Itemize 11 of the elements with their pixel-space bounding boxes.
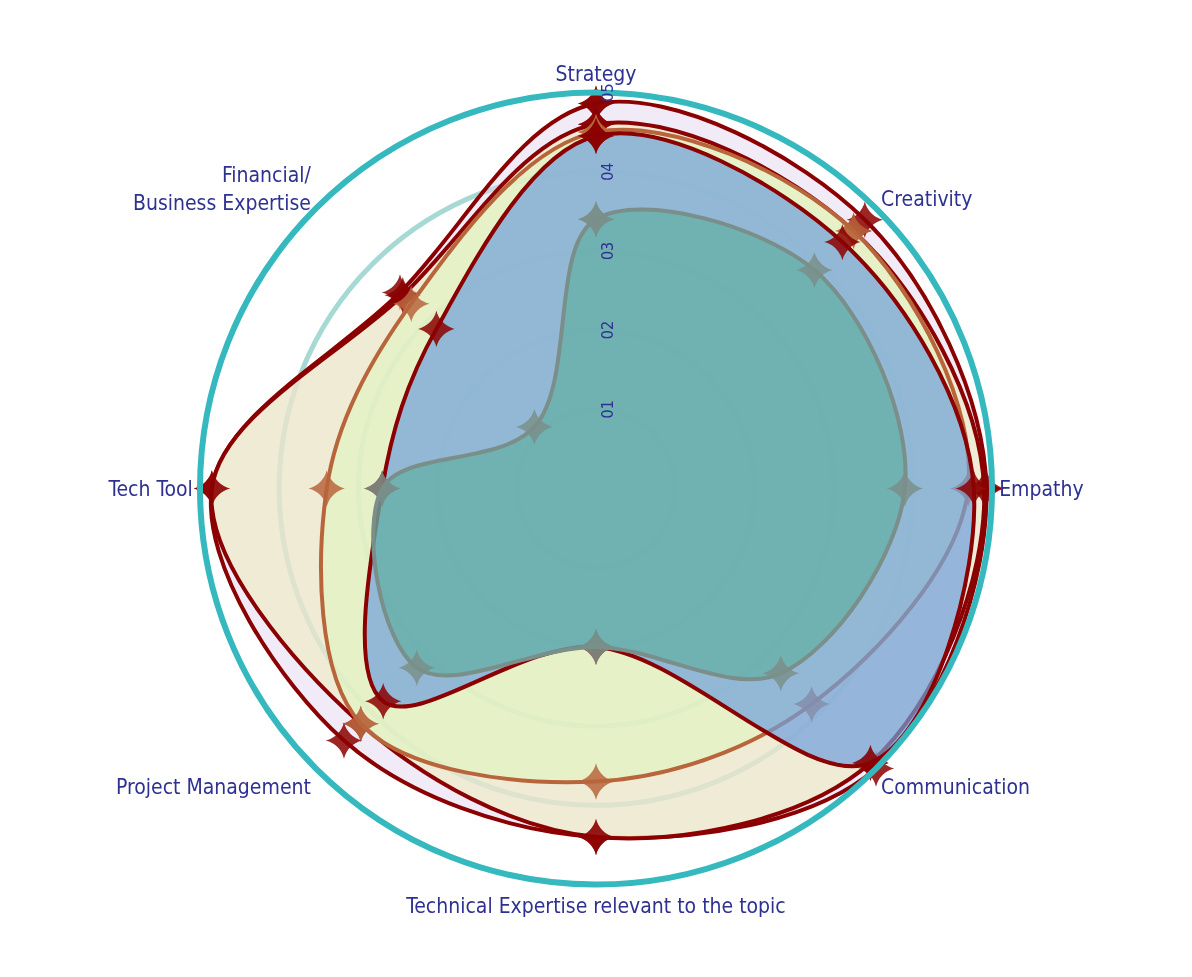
spoke-label: Financial/ Business Expertise <box>132 163 312 215</box>
y-tick-label: 02 <box>597 320 617 340</box>
spoke-label: Communication <box>881 774 1031 799</box>
spoke-label: Empathy <box>999 476 1084 501</box>
y-tick-label: 04 <box>597 162 617 181</box>
spoke-label: Tech Tool <box>107 476 193 501</box>
spoke-label: Creativity <box>881 186 973 211</box>
spoke-label: Technical Expertise relevant to the topic <box>405 893 786 918</box>
spoke-label: Project Management <box>115 774 311 799</box>
y-tick-label: 01 <box>597 400 617 419</box>
y-tick-label: 03 <box>597 241 617 261</box>
